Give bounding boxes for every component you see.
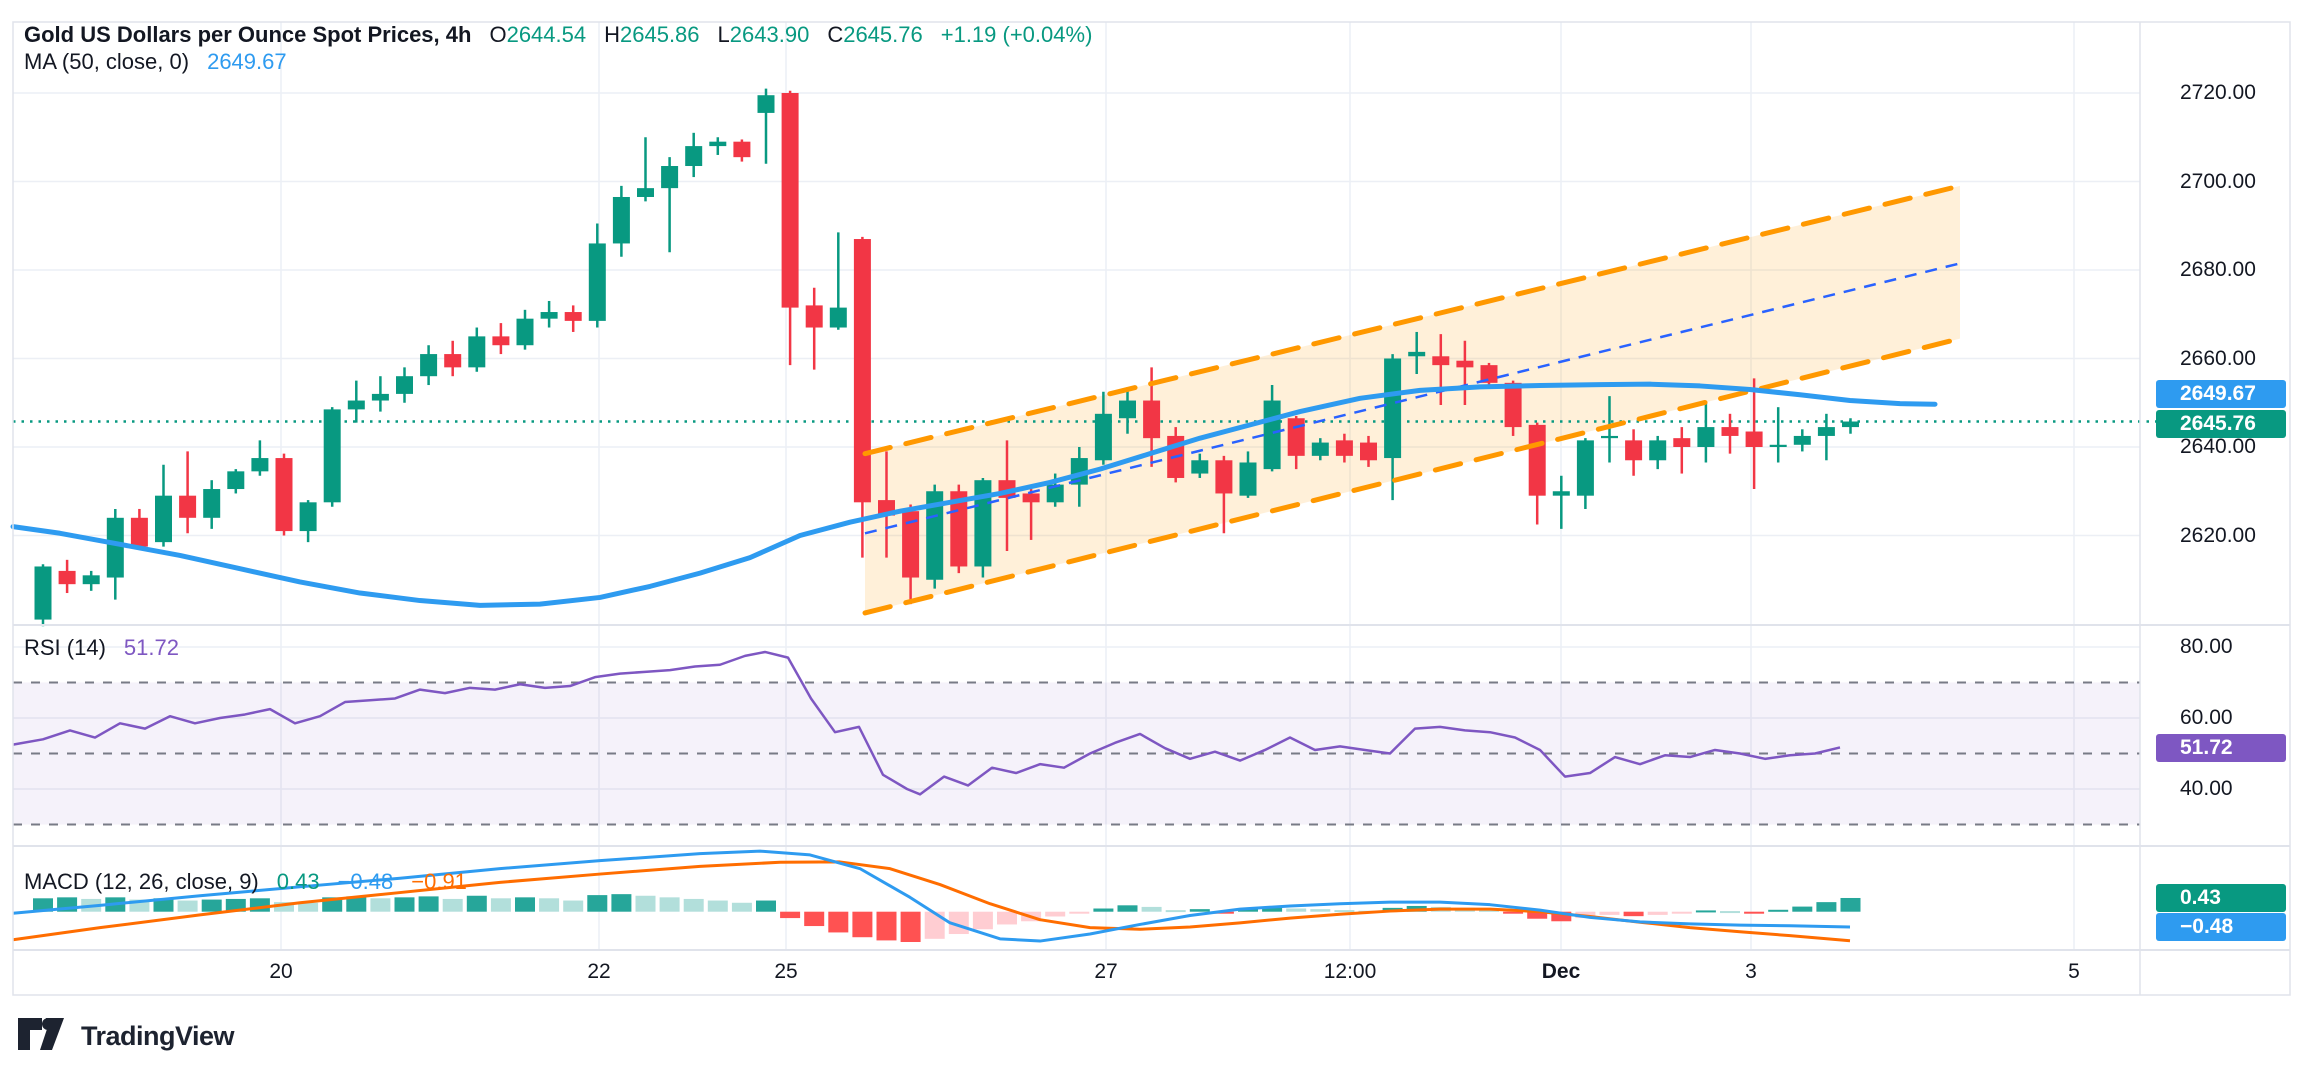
macd-legend-label: MACD (12, 26, close, 9) [24,869,259,894]
time-tick-label: 25 [774,960,798,983]
ohlc-item-h: H 2645.86 [604,22,700,47]
time-tick-label: 3 [1745,960,1757,983]
time-tick-label: 20 [269,960,293,983]
macd-signal-value: −0.91 [411,869,467,894]
ma-legend-label: MA (50, close, 0) [24,49,190,74]
tradingview-logo-text: TradingView [81,1020,235,1051]
ohlc-item-c: C 2645.76 [827,22,923,47]
macd-line-badge: −0.48 [2156,913,2286,941]
ohlc-item-o: O 2644.54 [489,22,587,47]
rsi-tick-label: 80.00 [2180,635,2233,658]
price-tick-label: 2640.00 [2180,435,2256,458]
rsi-tick-label: 40.00 [2180,777,2233,800]
ma-legend-row[interactable]: MA (50, close, 0) 2649.67 [24,49,287,75]
ohlc-values: O 2644.54 H 2645.86 L 2643.90 C 2645.76 [489,22,922,48]
symbol-title[interactable]: Gold US Dollars per Ounce Spot Prices, 4… [24,22,472,47]
last-price-badge: 2645.76 [2156,410,2286,438]
price-tick-label: 2700.00 [2180,169,2256,193]
time-axis[interactable]: 20 22 25 27 12:00 Dec 3 5 [0,950,2304,995]
price-tick-label: 2680.00 [2180,258,2256,281]
time-tick-label: 27 [1094,960,1118,983]
macd-line-value: −0.48 [337,869,394,894]
rsi-legend-row[interactable]: RSI (14) 51.72 [24,635,179,661]
macd-hist-badge: 0.43 [2156,884,2286,912]
price-change: +1.19 (+0.04%) [940,22,1093,47]
rsi-tick-label: 60.00 [2180,706,2233,729]
price-tick-label: 2720.00 [2180,81,2256,104]
price-tick-label: 2660.00 [2180,346,2256,370]
symbol-legend-row[interactable]: Gold US Dollars per Ounce Spot Prices, 4… [24,22,1092,48]
time-tick-label: 5 [2068,960,2080,983]
time-tick-label: Dec [1541,960,1581,983]
tradingview-logo-icon [18,1018,64,1050]
rsi-legend-value: 51.72 [123,635,179,660]
ohlc-item-l: L 2643.90 [717,22,810,47]
time-tick-label: 12:00 [1323,960,1377,983]
ma-legend-value: 2649.67 [207,49,287,74]
macd-hist-value: 0.43 [276,869,320,894]
rsi-legend-label: RSI (14) [24,635,106,660]
price-tick-label: 2620.00 [2180,523,2256,547]
macd-legend-row[interactable]: MACD (12, 26, close, 9) 0.43 −0.48 −0.91 [24,869,467,895]
rsi-value-badge: 51.72 [2156,734,2286,762]
tradingview-logo[interactable]: TradingView [18,1018,235,1054]
ma-value-badge: 2649.67 [2156,380,2286,408]
time-tick-label: 22 [587,960,611,983]
price-axis[interactable]: 2720.00 2700.00 2680.00 2660.00 2640.00 2620.… [2140,22,2304,950]
